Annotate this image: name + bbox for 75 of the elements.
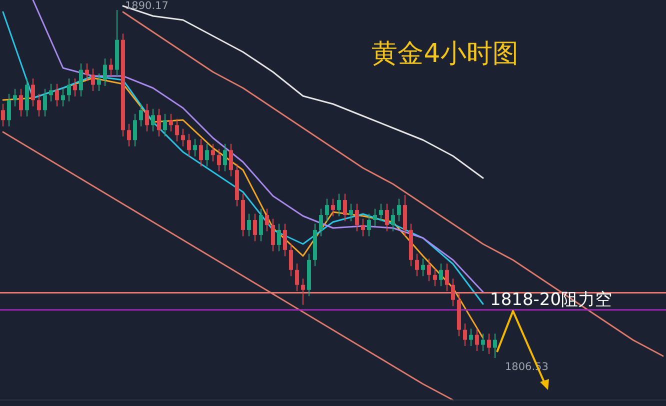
- candlestick: [337, 193, 341, 217]
- candlestick: [67, 78, 71, 102]
- candlestick: [385, 203, 389, 232]
- candlestick: [469, 328, 473, 347]
- candlestick: [433, 268, 437, 287]
- candlestick: [295, 263, 299, 292]
- candlestick: [325, 198, 329, 222]
- candlestick: [247, 213, 251, 237]
- candlestick: [367, 213, 371, 237]
- candlestick: [133, 113, 137, 147]
- candlestick: [373, 208, 377, 227]
- candlestick: [187, 133, 191, 157]
- candlestick: [421, 258, 425, 277]
- candlestick: [79, 63, 83, 97]
- candlestick: [277, 223, 281, 252]
- candlestick: [7, 93, 11, 127]
- candlestick: [49, 83, 53, 102]
- candlestick: [289, 243, 293, 277]
- candlestick: [31, 78, 35, 107]
- candlestick: [451, 278, 455, 307]
- candlestick: [331, 198, 335, 217]
- candlestick: [157, 108, 161, 137]
- candlestick: [217, 148, 221, 172]
- candlestick: [319, 208, 323, 237]
- candlestick: [397, 198, 401, 222]
- candlestick: [283, 223, 287, 257]
- candlestick: [43, 88, 47, 117]
- candlestick: [427, 258, 431, 282]
- candlestick: [145, 103, 149, 132]
- candlestick: [181, 128, 185, 147]
- candlestick: [229, 143, 233, 177]
- candlestick: [109, 58, 113, 77]
- candlestick: [487, 333, 491, 354]
- candlestick: [205, 143, 209, 167]
- candlestick: [193, 138, 197, 157]
- candlestick: [211, 143, 215, 162]
- candlestick: [37, 93, 41, 117]
- candlestick: [127, 123, 131, 147]
- candlestick: [175, 118, 179, 142]
- candlestick: [349, 203, 353, 222]
- candlestick: [139, 103, 143, 127]
- candlestick: [19, 88, 23, 117]
- candlestick: [355, 203, 359, 232]
- candlestick: [439, 263, 443, 287]
- candlestick: [1, 103, 5, 127]
- candlestick: [259, 208, 263, 242]
- candlestick: [301, 278, 305, 306]
- candlestick: [13, 88, 17, 107]
- candlestick: [361, 218, 365, 237]
- candlestick: [391, 208, 395, 232]
- candlestick: [481, 333, 485, 352]
- candlestick: [271, 218, 275, 252]
- candlestick: [103, 58, 107, 87]
- candlestick: [265, 208, 269, 232]
- candlestick: [475, 328, 479, 352]
- candlestick: [85, 63, 89, 82]
- candlestick: [61, 88, 65, 107]
- candlestick: [253, 213, 257, 242]
- candlestick: [445, 263, 449, 292]
- candlestick: [73, 78, 77, 97]
- candlestick: [169, 113, 173, 132]
- candlestick: [151, 108, 155, 132]
- candlestick: [343, 193, 347, 222]
- candlestick: [463, 323, 467, 347]
- candlestick: [97, 73, 101, 92]
- candlestick: [379, 203, 383, 222]
- annotation: 1890.17: [125, 0, 168, 12]
- candlestick: [223, 143, 227, 172]
- candlestick: [163, 113, 167, 137]
- text: 黄金4小时图: [372, 39, 518, 69]
- candlestick: [415, 253, 419, 277]
- candlestick: [199, 138, 203, 167]
- candlestick: [91, 68, 95, 92]
- candlestick: [493, 333, 497, 358]
- candlestick: [55, 83, 59, 107]
